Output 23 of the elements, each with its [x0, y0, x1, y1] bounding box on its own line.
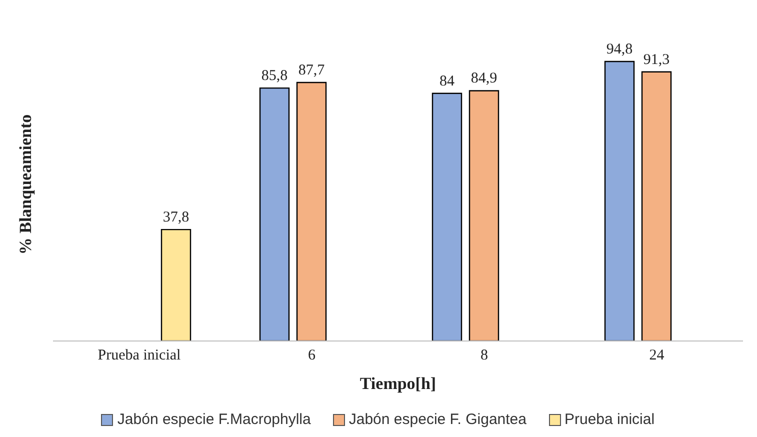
bar	[296, 82, 327, 341]
x-axis-title: Tiempo[h]	[360, 374, 436, 393]
x-tick-label: 8	[480, 348, 488, 364]
data-label: 85,8	[261, 68, 288, 84]
bar	[259, 87, 290, 341]
bar	[160, 228, 192, 341]
data-label: 84,9	[470, 70, 498, 87]
x-tick-label: 6	[308, 348, 316, 364]
legend-label: Jabón especie F.Macrophylla	[117, 411, 311, 428]
legend-label: Prueba inicial	[564, 411, 655, 428]
legend-label: Jabón especie F. Gigantea	[348, 411, 526, 428]
y-axis-title: % Blanqueamiento	[16, 114, 36, 255]
data-label: 91,3	[643, 52, 670, 68]
data-label: 94,8	[606, 42, 633, 58]
data-label: 84	[440, 73, 455, 90]
bar	[641, 71, 672, 341]
x-tick-label: Prueba inicial	[98, 348, 181, 364]
bar	[468, 90, 500, 341]
data-label: 37,8	[162, 210, 190, 226]
bar	[604, 60, 635, 341]
bar	[432, 92, 462, 341]
data-label: 87,7	[298, 62, 326, 78]
x-tick-label: 24	[649, 348, 665, 364]
